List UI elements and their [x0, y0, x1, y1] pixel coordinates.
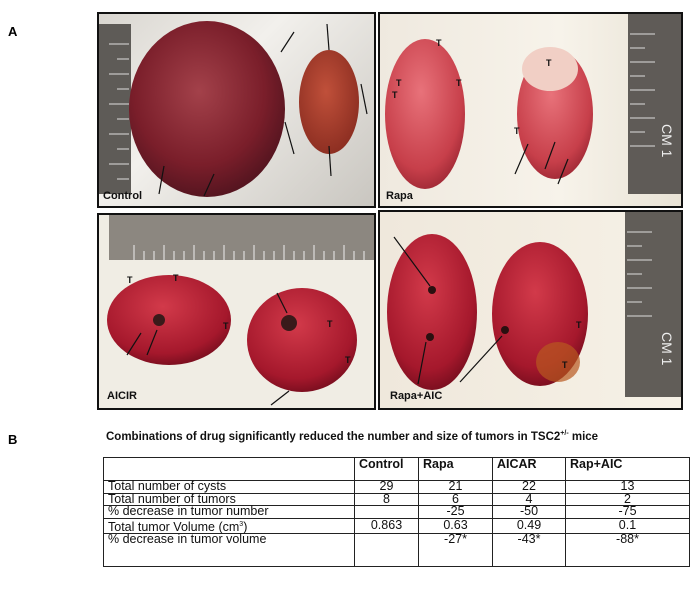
rapa-kidney-image: CM 1 — [385, 14, 681, 194]
ruler-text: CM 1 — [659, 124, 675, 158]
tumor-mark: T — [127, 275, 133, 285]
header-cell: Rap+AIC — [565, 457, 690, 481]
cell: -75 — [565, 505, 690, 519]
tumor-mark: T — [392, 90, 398, 100]
tumor-mark: T — [173, 273, 179, 283]
row-label-text: Total tumor Volume (cm — [108, 519, 240, 534]
tumor-mark: T — [345, 355, 351, 365]
table-row: Total number of tumors 8 6 4 2 — [103, 492, 690, 506]
cell — [354, 533, 419, 568]
tumor-mark: T — [562, 360, 568, 370]
row-label: % decrease in tumor volume — [103, 533, 355, 568]
photo-aicir: T T T T T AICIR — [97, 213, 376, 410]
cell: -25 — [418, 505, 493, 519]
cell: -27* — [418, 533, 493, 568]
table-row: % decrease in tumor number -25 -50 -75 — [103, 505, 690, 519]
tumor-mark: T — [514, 126, 520, 136]
tumor-mark: T — [576, 320, 582, 330]
header-cell — [103, 457, 355, 481]
panel-a-letter: A — [8, 24, 18, 39]
photo-rapa: CM 1 T T T T T T Rapa — [378, 12, 683, 208]
cell — [354, 505, 419, 519]
photo-control: Control — [97, 12, 376, 208]
cell: -88* — [565, 533, 690, 568]
panel-label-rapa: Rapa — [386, 190, 413, 202]
title-end: mice — [568, 430, 599, 443]
header-cell: AICAR — [492, 457, 566, 481]
cell: -50 — [492, 505, 566, 519]
control-kidney-image — [99, 21, 368, 197]
table-header-row: Control Rapa AICAR Rap+AIC — [103, 457, 690, 481]
tumor-mark: T — [456, 78, 462, 88]
header-cell: Rapa — [418, 457, 493, 481]
ruler-text: CM 1 — [659, 332, 675, 366]
tumor-mark: T — [436, 38, 442, 48]
cell: 0.863 — [354, 517, 419, 535]
tumor-mark: T — [327, 319, 333, 329]
row-label: Total number of tumors — [103, 492, 355, 506]
tumor-table: Control Rapa AICAR Rap+AIC Total number … — [103, 457, 690, 568]
title-text: Combinations of drug significantly reduc… — [106, 430, 561, 443]
unit-close: ) — [243, 519, 248, 534]
title-superscript: +/- — [560, 430, 569, 437]
panel-label-rapa-aic: Rapa+AIC — [390, 390, 443, 402]
cell: 8 — [354, 492, 419, 506]
tumor-mark: T — [396, 78, 402, 88]
cell: 21 — [418, 480, 493, 494]
row-label: % decrease in tumor number — [103, 505, 355, 519]
header-cell: Control — [354, 457, 419, 481]
cell: 0.1 — [565, 517, 690, 535]
unit-superscript: 3 — [239, 520, 244, 528]
table-title: Combinations of drug significantly reduc… — [106, 430, 598, 443]
panel-label-aicir: AICIR — [107, 390, 137, 402]
tumor-mark: T — [223, 321, 229, 331]
table-row: % decrease in tumor volume -27* -43* -88… — [103, 533, 690, 568]
aicir-kidney-image — [107, 215, 374, 406]
tumor-mark: T — [546, 58, 552, 68]
panel-label-control: Control — [103, 190, 143, 202]
cell: -43* — [492, 533, 566, 568]
photo-rapa-aic: CM 1 T T Rapa+AIC — [378, 210, 683, 410]
panel-b-letter: B — [8, 432, 18, 447]
rapa-aic-kidney-image: CM 1 — [387, 212, 681, 397]
